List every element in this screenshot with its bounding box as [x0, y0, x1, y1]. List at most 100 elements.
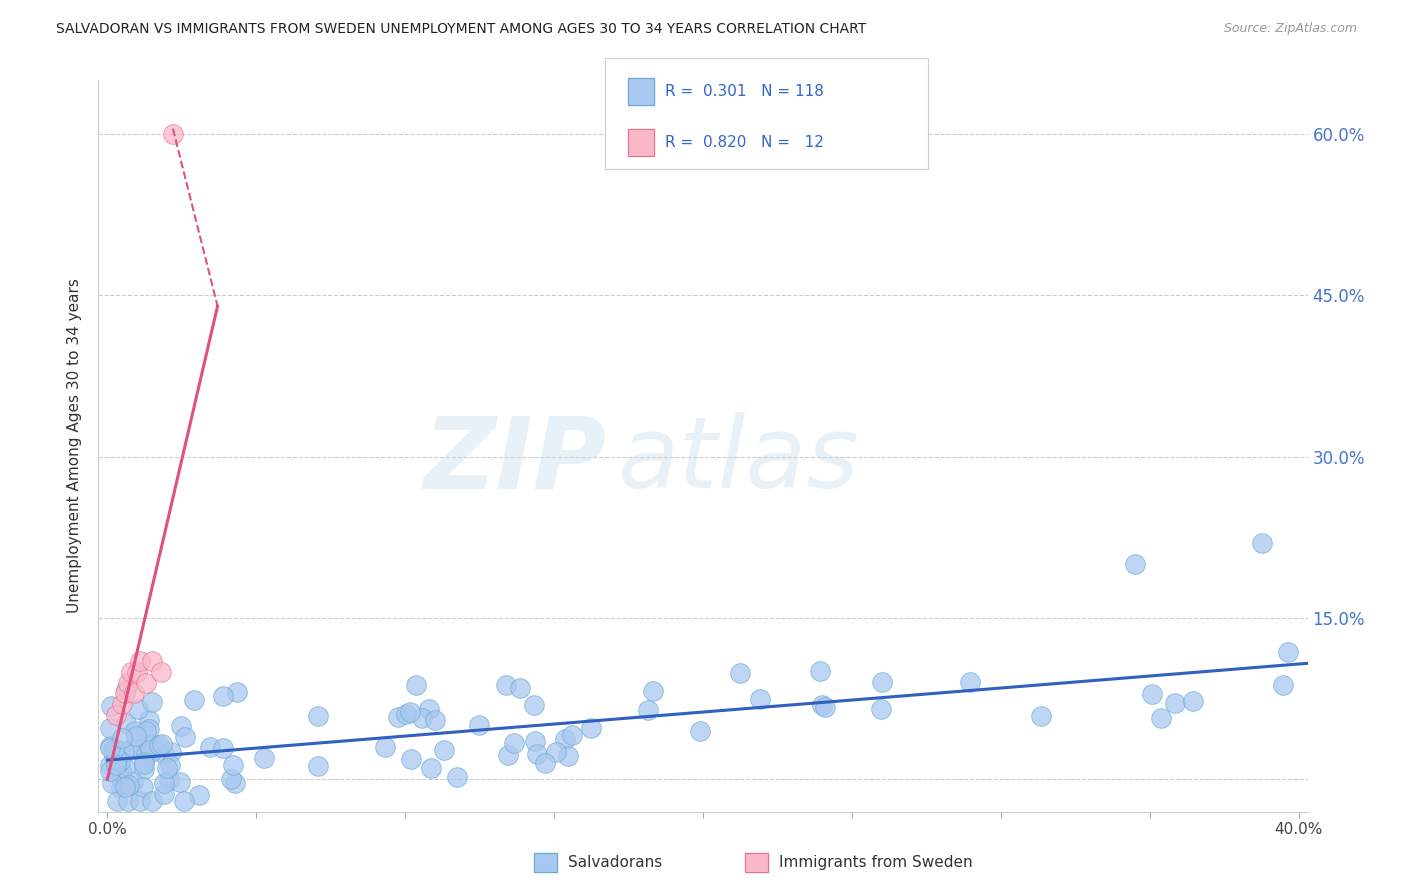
Point	[509, 681, 531, 695]
Point	[394, 707, 416, 722]
Point	[111, 731, 134, 745]
Point	[526, 747, 548, 761]
Text: atlas: atlas	[619, 412, 860, 509]
Point	[129, 654, 152, 668]
Point	[401, 752, 423, 766]
Point	[111, 697, 134, 711]
Point	[110, 781, 132, 796]
Point	[101, 776, 124, 790]
Point	[561, 728, 583, 742]
Point	[187, 788, 209, 802]
Point	[105, 707, 128, 722]
Point	[523, 698, 546, 712]
Point	[1163, 696, 1185, 710]
Point	[127, 702, 149, 716]
Point	[132, 763, 155, 777]
Point	[134, 755, 156, 769]
Point	[405, 678, 427, 692]
Point	[129, 794, 152, 808]
Point	[149, 665, 172, 679]
Point	[1029, 709, 1052, 723]
Point	[399, 706, 422, 720]
Point	[222, 758, 245, 772]
Point	[253, 750, 276, 764]
Point	[496, 747, 519, 762]
Point	[112, 745, 135, 759]
Text: R =  0.820   N =   12: R = 0.820 N = 12	[665, 136, 824, 150]
Point	[160, 746, 183, 760]
Point	[373, 740, 395, 755]
Point	[174, 730, 197, 744]
Text: SALVADORAN VS IMMIGRANTS FROM SWEDEN UNEMPLOYMENT AMONG AGES 30 TO 34 YEARS CORR: SALVADORAN VS IMMIGRANTS FROM SWEDEN UNE…	[56, 22, 866, 37]
Point	[425, 713, 447, 727]
Point	[728, 666, 751, 681]
Point	[1182, 694, 1205, 708]
Point	[110, 764, 132, 778]
Point	[148, 738, 170, 752]
Point	[139, 742, 162, 756]
Point	[141, 794, 163, 808]
Point	[118, 778, 141, 792]
Point	[114, 780, 136, 794]
Point	[122, 775, 145, 789]
Point	[959, 675, 981, 690]
Point	[307, 709, 329, 723]
Point	[1271, 678, 1294, 692]
Point	[219, 772, 242, 787]
Point	[1251, 536, 1274, 550]
Point	[150, 737, 173, 751]
Point	[1125, 558, 1147, 572]
Text: ZIP: ZIP	[423, 412, 606, 509]
Point	[183, 693, 205, 707]
Point	[104, 742, 127, 756]
Point	[546, 746, 568, 760]
Point	[637, 703, 659, 717]
Point	[1150, 711, 1173, 725]
Point	[103, 741, 125, 756]
Point	[159, 772, 181, 787]
Point	[523, 734, 546, 748]
Point	[105, 757, 128, 772]
Point	[200, 739, 222, 754]
Point	[152, 787, 174, 801]
Point	[808, 664, 831, 678]
Point	[153, 776, 176, 790]
Point	[689, 723, 711, 738]
Point	[141, 737, 163, 751]
Text: R =  0.301   N = 118: R = 0.301 N = 118	[665, 85, 824, 99]
Point	[122, 686, 145, 700]
Point	[173, 794, 195, 808]
Point	[98, 764, 121, 778]
Point	[1277, 645, 1299, 659]
Point	[153, 747, 176, 761]
Point	[419, 761, 441, 775]
Point	[135, 724, 157, 739]
Text: Immigrants from Sweden: Immigrants from Sweden	[779, 855, 973, 870]
Point	[138, 713, 160, 727]
Point	[1142, 687, 1164, 701]
Point	[169, 774, 191, 789]
Point	[225, 685, 247, 699]
Point	[159, 757, 181, 772]
Point	[98, 741, 121, 756]
Point	[870, 675, 893, 690]
Point	[502, 736, 524, 750]
Point	[468, 717, 491, 731]
Point	[557, 749, 579, 764]
Point	[446, 770, 468, 784]
Point	[814, 700, 837, 714]
Point	[135, 675, 157, 690]
Point	[117, 794, 139, 808]
Point	[748, 692, 770, 706]
Point	[124, 729, 146, 743]
Point	[132, 757, 155, 772]
Point	[100, 699, 122, 714]
Point	[162, 127, 184, 141]
Y-axis label: Unemployment Among Ages 30 to 34 years: Unemployment Among Ages 30 to 34 years	[67, 278, 83, 614]
Point	[98, 758, 121, 772]
Point	[211, 689, 233, 703]
Point	[114, 686, 136, 700]
Point	[211, 740, 233, 755]
Point	[108, 754, 131, 768]
Text: Source: ZipAtlas.com: Source: ZipAtlas.com	[1223, 22, 1357, 36]
